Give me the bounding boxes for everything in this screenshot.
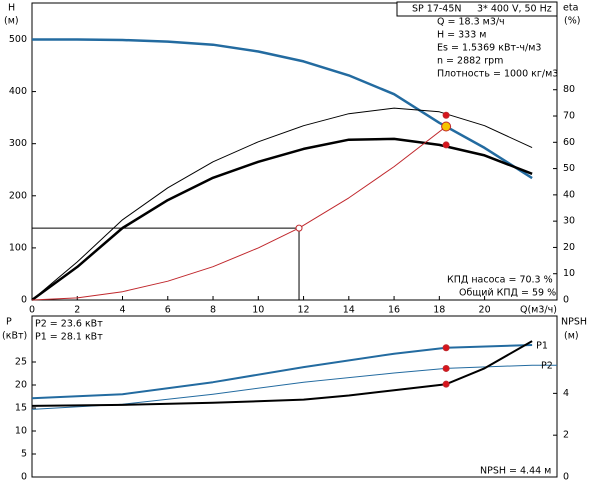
y-tick-label: 0 <box>21 295 27 306</box>
bottom-plot-frame <box>31 315 558 478</box>
y-tick-label: 400 <box>9 86 27 97</box>
y-tick-label: 15 <box>15 403 27 414</box>
curve <box>31 364 557 410</box>
y-tick-label: 500 <box>9 34 27 45</box>
y-tick-label: 5 <box>21 449 27 460</box>
info-line: n = 2882 rpm <box>437 56 503 67</box>
top-plot-frame <box>31 2 558 301</box>
y2-axis-unit: (%) <box>564 16 580 27</box>
y2-tick-label: 30 <box>563 216 575 227</box>
duty-marker <box>442 141 450 149</box>
y2-axis-label: NPSH <box>561 317 587 328</box>
efficiency-note: КПД насоса = 70.3 % <box>447 275 553 286</box>
y2-tick-label: 80 <box>563 84 575 95</box>
y-tick-label: 20 <box>15 380 27 391</box>
y-tick-label: 200 <box>9 190 27 201</box>
curve-label: P2 <box>541 361 553 372</box>
info-line: Q = 18.3 м3/ч <box>437 17 505 28</box>
y2-tick-label: 0 <box>563 472 569 480</box>
y2-tick-label: 60 <box>563 137 575 148</box>
y-tick-label: 10 <box>15 426 27 437</box>
curve <box>31 126 447 301</box>
x-tick-label: 4 <box>119 305 125 316</box>
y-axis-label: H <box>8 3 15 14</box>
y2-tick-label: 70 <box>563 111 575 122</box>
y-tick-label: 100 <box>9 242 27 253</box>
power-note: P1 = 28.1 кВт <box>35 332 103 343</box>
y2-axis-label: eta <box>563 3 578 14</box>
duty-marker <box>442 380 450 388</box>
power-note: P2 = 23.6 кВт <box>35 319 103 330</box>
efficiency-note: Общий КПД = 59 % <box>459 288 556 299</box>
y2-tick-label: 20 <box>563 242 575 253</box>
info-line: Es = 1.5369 кВт-ч/м3 <box>437 43 541 54</box>
operating-point <box>295 224 303 232</box>
info-line: H = 333 м <box>437 30 486 41</box>
y2-tick-label: 2 <box>563 430 569 441</box>
y2-tick-label: 50 <box>563 163 575 174</box>
y2-axis-unit: (м) <box>564 331 579 342</box>
duty-marker <box>442 364 450 372</box>
x-tick-label: 16 <box>388 305 400 316</box>
x-axis-label: Q(м3/ч) <box>520 305 557 316</box>
y-axis-unit: (кВт) <box>2 331 27 342</box>
duty-marker <box>442 344 450 352</box>
curve-label: P1 <box>536 340 548 351</box>
y-axis-label: P <box>6 317 12 328</box>
y-axis-unit: (м) <box>4 16 19 27</box>
curve <box>31 340 533 407</box>
x-tick-label: 14 <box>343 305 355 316</box>
x-tick-label: 6 <box>165 305 171 316</box>
x-tick-label: 2 <box>74 305 80 316</box>
npsh-note: NPSH = 4.44 м <box>480 466 551 477</box>
pump-title: SP 17-45N <box>412 4 462 15</box>
x-tick-label: 8 <box>210 305 216 316</box>
pump-subtitle: 3* 400 V, 50 Hz <box>477 4 552 15</box>
x-tick-label: 12 <box>298 305 310 316</box>
y-tick-label: 25 <box>15 357 27 368</box>
duty-marker <box>441 121 452 132</box>
y2-tick-label: 10 <box>563 268 575 279</box>
x-tick-label: 0 <box>29 305 35 316</box>
x-tick-label: 20 <box>479 305 491 316</box>
y2-tick-label: 40 <box>563 189 575 200</box>
x-tick-label: 18 <box>433 305 445 316</box>
y2-tick-label: 0 <box>563 295 569 306</box>
x-tick-label: 10 <box>252 305 264 316</box>
y-tick-label: 300 <box>9 138 27 149</box>
info-box <box>396 1 558 17</box>
y-tick-label: 0 <box>21 472 27 480</box>
y2-tick-label: 4 <box>563 388 569 399</box>
info-line: Плотность = 1000 кг/м3 <box>437 69 558 80</box>
duty-marker <box>442 111 450 119</box>
